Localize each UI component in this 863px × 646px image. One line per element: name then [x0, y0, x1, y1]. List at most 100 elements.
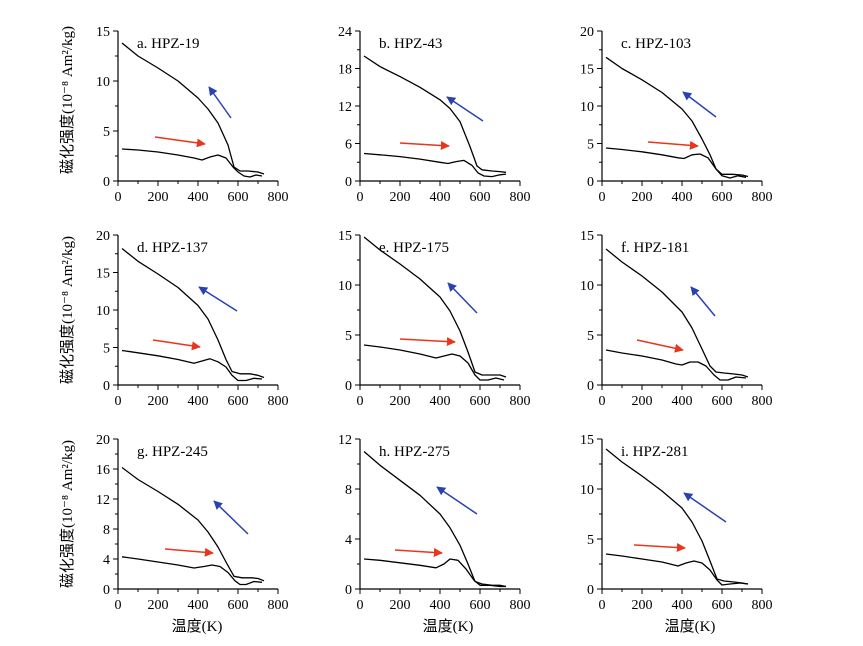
y-tick-label: 5	[587, 329, 594, 344]
y-tick-label: 5	[345, 329, 352, 344]
x-tick-label: 600	[228, 394, 249, 409]
panel-title: f. HPZ-181	[621, 240, 689, 256]
heating-curve	[605, 349, 747, 381]
cooling-arrow	[690, 286, 716, 317]
cooling-arrow	[213, 500, 249, 535]
heating-curve	[121, 349, 263, 382]
x-tick-label: 600	[228, 190, 249, 205]
x-tick-label: 200	[632, 394, 653, 409]
heating-curve	[363, 558, 506, 588]
y-tick-label: 5	[103, 125, 110, 140]
x-tick-label: 400	[430, 598, 451, 613]
cooling-arrow	[447, 282, 478, 314]
y-tick-label: 0	[103, 379, 110, 394]
heating-curve	[605, 553, 749, 586]
panel-8: 0 200 400 600 800 0 4 8 12 h. HPZ-275	[338, 433, 531, 613]
panel-2: 0 200 400 600 800 0 6 12 18 24 b. HPZ-43	[338, 25, 531, 205]
heating-arrow	[394, 547, 443, 557]
panel-title: g. HPZ-245	[137, 444, 208, 460]
panel-title: i. HPZ-281	[621, 444, 689, 460]
cooling-arrow	[683, 492, 727, 523]
y-tick-label: 10	[580, 483, 594, 498]
x-tick-label: 0	[115, 598, 122, 613]
y-tick-label: 0	[345, 379, 352, 394]
panel-5: 0 200 400 600 800 0 5 10 15 e. HPZ-175	[338, 229, 531, 409]
x-tick-label: 0	[115, 190, 122, 205]
y-axis-label-row-2: 磁化强度(10⁻⁸ Am²/kg)	[59, 236, 76, 384]
x-tick-label: 0	[115, 394, 122, 409]
y-tick-label: 20	[580, 25, 594, 40]
cooling-curve	[363, 55, 507, 173]
y-tick-label: 16	[96, 463, 110, 478]
cooling-arrow	[682, 91, 717, 118]
panel-7: 0 200 400 600 800 0 4 8 12 16 20 g. HPZ-245	[96, 433, 289, 613]
x-tick-label: 400	[430, 190, 451, 205]
heating-arrow	[164, 547, 214, 557]
y-tick-label: 15	[338, 229, 352, 244]
y-tick-label: 10	[580, 100, 594, 115]
cooling-curve	[121, 42, 265, 175]
cooling-curve	[605, 248, 749, 378]
x-tick-label: 800	[510, 190, 531, 205]
y-tick-label: 15	[580, 63, 594, 78]
cooling-arrow	[436, 486, 478, 515]
x-tick-label: 800	[510, 394, 531, 409]
y-tick-label: 4	[103, 553, 110, 568]
y-tick-label: 10	[96, 304, 110, 319]
panel-title: c. HPZ-103	[621, 36, 691, 52]
x-axis-label-col-1: 温度(K)	[172, 618, 223, 635]
cooling-curve	[605, 448, 749, 585]
cooling-curve	[605, 56, 749, 178]
y-tick-label: 0	[103, 175, 110, 190]
y-tick-label: 20	[96, 229, 110, 244]
y-tick-label: 24	[338, 25, 352, 40]
y-tick-label: 0	[587, 379, 594, 394]
x-axis-label-col-3: 温度(K)	[665, 618, 716, 635]
panel-title: a. HPZ-19	[137, 36, 200, 52]
x-tick-label: 600	[470, 190, 491, 205]
panel-title: h. HPZ-275	[379, 444, 450, 460]
x-tick-label: 400	[430, 394, 451, 409]
y-tick-label: 15	[96, 25, 110, 40]
panel-6: 0 200 400 600 800 0 5 10 15 f. HPZ-181	[580, 229, 773, 409]
y-tick-label: 10	[338, 279, 352, 294]
y-tick-label: 5	[587, 533, 594, 548]
x-tick-label: 600	[712, 598, 733, 613]
x-tick-label: 800	[752, 394, 773, 409]
heating-curve	[363, 344, 505, 381]
x-tick-label: 800	[268, 394, 289, 409]
x-tick-label: 600	[712, 190, 733, 205]
x-tick-label: 600	[470, 598, 491, 613]
x-tick-label: 800	[752, 190, 773, 205]
y-tick-label: 5	[587, 138, 594, 153]
x-tick-label: 0	[599, 598, 606, 613]
x-tick-label: 400	[188, 394, 209, 409]
heating-curve	[363, 152, 507, 178]
panel-4: 0 200 400 600 800 0 5 10 15 20 d. HPZ-137	[96, 229, 289, 409]
x-tick-label: 400	[672, 394, 693, 409]
y-tick-label: 20	[96, 433, 110, 448]
x-tick-label: 400	[188, 190, 209, 205]
cooling-curve	[121, 247, 265, 379]
y-tick-label: 0	[103, 583, 110, 598]
cooling-arrow	[198, 286, 238, 312]
x-tick-label: 200	[148, 598, 169, 613]
y-tick-label: 5	[103, 342, 110, 357]
y-tick-label: 12	[338, 100, 352, 115]
x-tick-label: 0	[357, 394, 364, 409]
x-tick-label: 200	[390, 190, 411, 205]
x-tick-label: 0	[599, 394, 606, 409]
x-tick-label: 800	[752, 598, 773, 613]
x-tick-label: 800	[268, 598, 289, 613]
heating-arrow	[633, 543, 686, 553]
panel-title: b. HPZ-43	[379, 36, 442, 52]
panel-9: 0 200 400 600 800 0 5 10 15 i. HPZ-281	[580, 433, 773, 613]
heating-curve	[121, 556, 263, 586]
heating-curve	[121, 148, 263, 178]
y-axis-label-row-3: 磁化强度(10⁻⁸ Am²/kg)	[59, 440, 76, 588]
heating-arrow	[399, 337, 456, 347]
y-axis-label-row-1: 磁化强度(10⁻⁸ Am²/kg)	[59, 26, 76, 174]
y-tick-label: 4	[345, 533, 352, 548]
